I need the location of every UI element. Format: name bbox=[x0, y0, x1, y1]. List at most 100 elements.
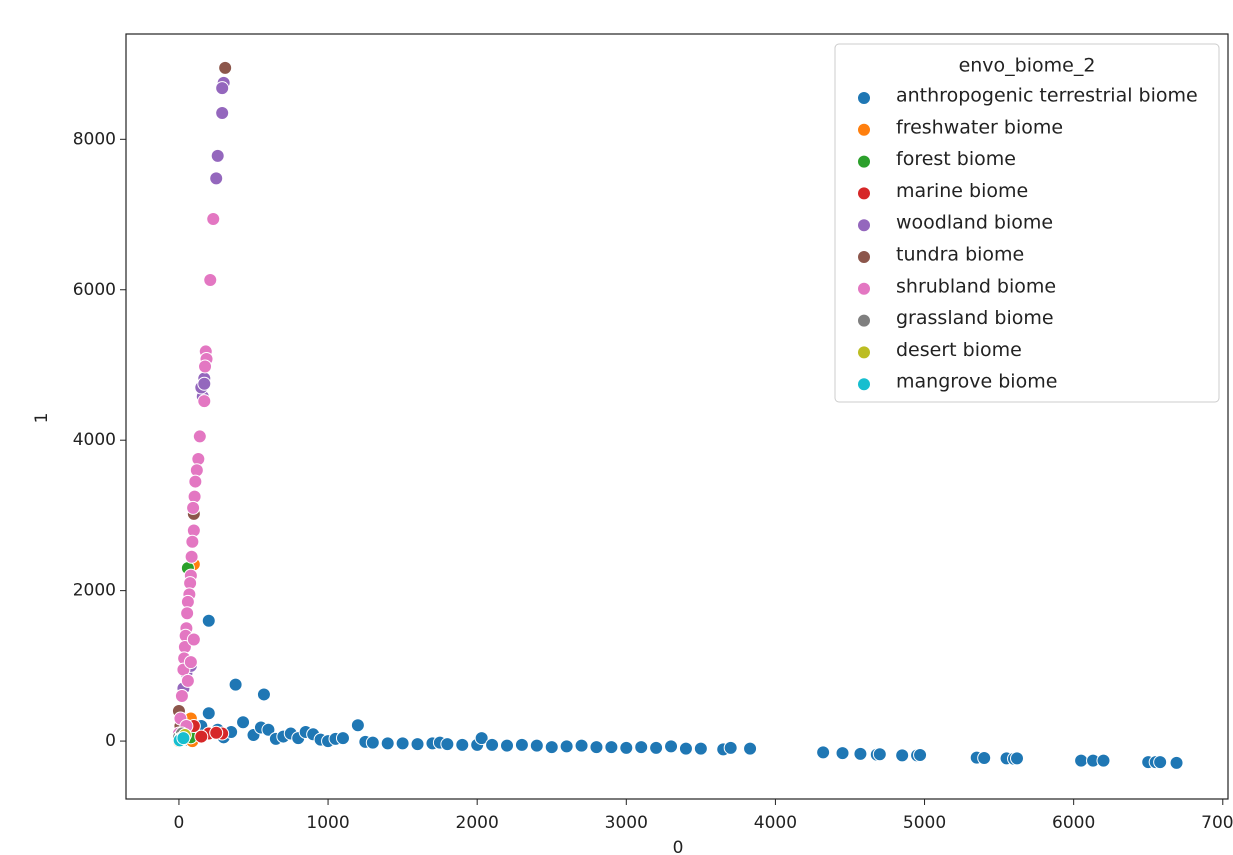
point bbox=[1153, 755, 1168, 770]
point bbox=[1009, 751, 1024, 766]
point bbox=[203, 272, 218, 287]
point bbox=[228, 677, 243, 692]
point bbox=[913, 747, 928, 762]
legend-marker bbox=[857, 250, 871, 264]
point bbox=[186, 632, 201, 647]
legend-marker bbox=[857, 186, 871, 201]
point bbox=[176, 731, 191, 746]
point bbox=[215, 81, 230, 96]
point bbox=[236, 715, 251, 730]
point bbox=[194, 729, 209, 744]
point bbox=[197, 376, 212, 391]
x-tick-label: 4000 bbox=[754, 813, 797, 833]
x-tick-label: 0 bbox=[174, 813, 185, 833]
legend-label: shrubland biome bbox=[896, 275, 1056, 297]
point bbox=[723, 740, 738, 755]
x-tick-label: 6000 bbox=[1052, 813, 1095, 833]
legend-label: tundra biome bbox=[896, 244, 1024, 266]
point bbox=[872, 747, 887, 762]
point bbox=[895, 748, 910, 763]
y-tick-label: 4000 bbox=[73, 430, 116, 450]
point bbox=[256, 687, 271, 702]
point bbox=[574, 738, 589, 753]
point bbox=[185, 534, 200, 549]
point bbox=[440, 737, 455, 752]
legend-label: desert biome bbox=[896, 339, 1022, 361]
point bbox=[180, 606, 195, 621]
point bbox=[198, 359, 213, 374]
legend-box bbox=[834, 43, 1220, 403]
point bbox=[1096, 753, 1111, 768]
point bbox=[209, 725, 224, 740]
point bbox=[395, 736, 410, 751]
y-axis-label: 1 bbox=[32, 413, 52, 424]
point bbox=[485, 737, 500, 752]
legend-label: marine biome bbox=[896, 180, 1028, 202]
point bbox=[589, 740, 604, 755]
legend-marker bbox=[857, 154, 871, 169]
point bbox=[350, 718, 365, 733]
x-tick-label: 5000 bbox=[903, 813, 946, 833]
point bbox=[192, 429, 207, 444]
y-tick-label: 8000 bbox=[73, 129, 116, 149]
point bbox=[664, 739, 679, 754]
point bbox=[180, 673, 195, 688]
legend-label: grassland biome bbox=[896, 307, 1054, 329]
point bbox=[201, 706, 216, 721]
point bbox=[559, 739, 574, 754]
x-tick-label: 2000 bbox=[456, 813, 499, 833]
legend-marker bbox=[857, 91, 871, 105]
legend-title: envo_biome_2 bbox=[959, 55, 1096, 77]
legend-marker bbox=[857, 313, 871, 328]
legend-label: anthropogenic terrestrial biome bbox=[896, 85, 1198, 107]
point bbox=[649, 740, 664, 755]
legend-marker bbox=[857, 345, 871, 360]
plot-frame bbox=[125, 33, 1229, 800]
point bbox=[529, 738, 544, 753]
point bbox=[197, 394, 212, 409]
point bbox=[693, 741, 708, 756]
point bbox=[678, 741, 693, 756]
point bbox=[1074, 753, 1089, 768]
point bbox=[743, 741, 758, 756]
legend-marker bbox=[857, 377, 871, 392]
legend-label: mangrove biome bbox=[896, 371, 1057, 393]
point bbox=[188, 474, 203, 489]
point bbox=[335, 731, 350, 746]
y-tick-label: 2000 bbox=[73, 581, 116, 601]
point bbox=[183, 655, 198, 670]
point bbox=[261, 722, 276, 737]
point bbox=[209, 171, 224, 186]
y-tick-label: 0 bbox=[105, 731, 116, 751]
legend-marker bbox=[857, 281, 871, 296]
point bbox=[619, 740, 634, 755]
point bbox=[455, 737, 470, 752]
x-axis-label: 0 bbox=[673, 838, 684, 855]
point bbox=[853, 746, 868, 761]
point bbox=[634, 740, 649, 755]
legend-label: forest biome bbox=[896, 148, 1016, 170]
point bbox=[1169, 755, 1184, 770]
legend-label: woodland biome bbox=[896, 212, 1053, 234]
x-tick-label: 1000 bbox=[306, 813, 349, 833]
legend-marker bbox=[857, 218, 871, 233]
point bbox=[514, 737, 529, 752]
point bbox=[186, 500, 201, 515]
y-tick-label: 6000 bbox=[73, 280, 116, 300]
point bbox=[206, 212, 221, 227]
legend-marker bbox=[857, 122, 871, 137]
legend-label: freshwater biome bbox=[896, 116, 1063, 138]
point bbox=[215, 105, 230, 120]
point bbox=[218, 60, 233, 75]
point bbox=[201, 613, 216, 628]
point bbox=[977, 751, 992, 766]
point bbox=[174, 688, 189, 703]
point bbox=[210, 148, 225, 163]
point bbox=[380, 736, 395, 751]
point bbox=[604, 740, 619, 755]
point bbox=[500, 738, 515, 753]
point bbox=[835, 746, 850, 761]
point bbox=[544, 740, 559, 755]
